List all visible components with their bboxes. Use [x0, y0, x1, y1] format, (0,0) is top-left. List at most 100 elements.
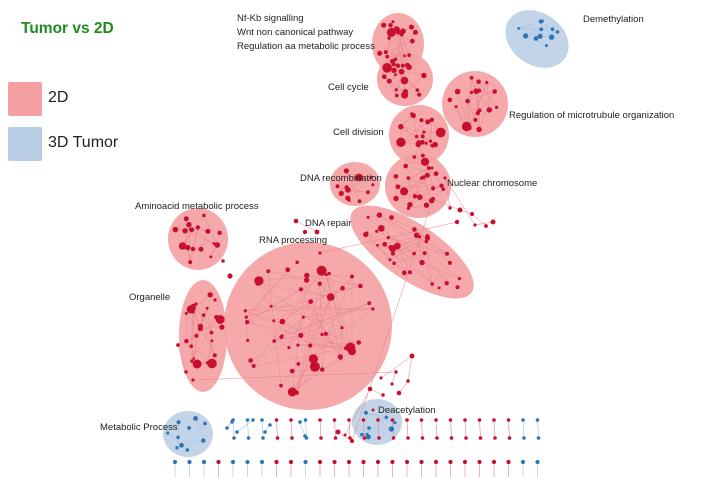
cluster-cell-division-node [421, 153, 425, 158]
label-nfkb-signalling: Nf-Kb signalling [237, 13, 304, 24]
pair-node [376, 418, 380, 422]
cluster-nuclear-chromosome-node [403, 163, 409, 169]
cluster-rna-processing-edge [326, 274, 331, 298]
pair-node [230, 459, 236, 465]
cluster-nfkb-regulation-node [407, 53, 412, 57]
pair-node [172, 459, 178, 465]
cluster-deacetylation-edge [365, 412, 387, 418]
cluster-dna-recombination-node [335, 184, 340, 189]
cluster-rna-processing-node [316, 265, 327, 276]
cluster-dna-recombination-node [357, 199, 362, 204]
pair-node [506, 459, 511, 465]
cluster-deacetylation-edge [366, 417, 387, 435]
cluster-dna-repair-node [444, 281, 449, 286]
cluster-metabolic-process-node [193, 416, 198, 421]
pair-node [449, 436, 454, 440]
pair-node [507, 436, 512, 440]
cluster-demethylation-edge [540, 21, 553, 30]
pair-node [235, 430, 239, 434]
cluster-rna-processing-node [248, 358, 253, 363]
cluster-nuclear-chromosome-node [412, 194, 418, 199]
cluster-organelle-node [184, 338, 189, 344]
cluster-rna-processing-edge [287, 269, 341, 357]
cluster-dna-repair-node [366, 215, 370, 219]
loose-edge [177, 344, 187, 373]
pair-node [303, 434, 307, 438]
cluster-aminoacid-node [198, 246, 204, 252]
pair-node [230, 420, 234, 424]
cluster-rna-processing-node [351, 348, 356, 353]
cluster-dna-recombination-node [345, 195, 351, 201]
cluster-rna-processing-edge [281, 296, 331, 336]
legend-label-2d: 2D [48, 89, 69, 106]
cluster-cell-cycle-node [386, 78, 392, 84]
cluster-organelle-edge [191, 317, 217, 362]
loose-edge [444, 177, 476, 226]
cluster-dna-recombination-node [369, 175, 373, 179]
cluster-organelle-node [210, 339, 214, 343]
loose-node [454, 219, 460, 225]
pair-node [289, 418, 293, 422]
cluster-dna-recombination-edge [341, 170, 347, 194]
cluster-nuclear-chromosome-node [407, 202, 413, 208]
cluster-microtubule-node [454, 88, 461, 95]
cluster-dna-repair-edge [379, 214, 460, 279]
cluster-microtubule-node [469, 75, 474, 80]
cluster-nfkb-regulation-node [403, 54, 406, 58]
cluster-dna-repair-edge [388, 237, 425, 254]
cluster-aminoacid-edge [203, 215, 218, 246]
pair-node [419, 459, 424, 465]
pair-node [390, 459, 395, 465]
cluster-dna-recombination-node [343, 168, 349, 174]
cluster-metabolic-process-edge [177, 422, 179, 438]
cluster-rna-processing-node [255, 280, 261, 286]
cluster-aminoacid-edge [191, 229, 215, 244]
cluster-cell-division-edge [400, 126, 419, 145]
cluster-rna-processing-edge [326, 274, 353, 277]
cluster-organelle-node [190, 359, 194, 363]
cluster-rna-processing-edge [296, 273, 330, 393]
loose-node [406, 379, 410, 383]
cluster-demethylation-edge [518, 28, 553, 30]
cluster-deacetylation-node [365, 432, 369, 436]
cluster-cell-cycle-node [396, 63, 401, 68]
label-aminoacid-metabolic: Aminoacid metabolic process [135, 201, 259, 212]
pair-edge [261, 419, 264, 439]
cluster-dna-recombination-node [355, 173, 363, 182]
cluster-dna-repair-edge [432, 262, 451, 285]
cluster-nuclear-chromosome-edge [423, 177, 432, 201]
cluster-dna-repair-node [392, 261, 396, 266]
cluster-demethylation-edge [535, 20, 543, 39]
cluster-cell-division-edge [400, 113, 412, 127]
cluster-aminoacid-edge [184, 230, 215, 244]
pair-node [464, 436, 468, 440]
loose-node [430, 196, 436, 202]
pair-node [263, 430, 267, 434]
cluster-dna-repair-edge [367, 217, 423, 263]
cluster-dna-repair-edge [394, 252, 425, 264]
pair-edge [493, 419, 496, 439]
cluster-cell-cycle-node [394, 88, 398, 92]
cluster-nuclear-chromosome-edge [408, 204, 427, 209]
cluster-rna-processing-edge [246, 269, 288, 318]
loose-edge [369, 388, 384, 396]
pair-node [377, 436, 381, 440]
pair-node [491, 459, 497, 465]
cluster-dna-repair-node [425, 234, 430, 239]
cluster-aminoacid-node [172, 226, 179, 233]
pair-node [406, 436, 410, 440]
cluster-nfkb-regulation-node [409, 24, 414, 30]
pair-node [346, 459, 352, 465]
cluster-dna-repair-node [419, 259, 425, 266]
cluster-dna-repair-node [382, 241, 388, 247]
cluster-cell-cycle-node [401, 78, 407, 83]
cluster-cell-division-node [422, 130, 426, 134]
cluster-microtubule-edge [455, 106, 465, 127]
cluster-dna-repair-node [422, 251, 427, 256]
label-regulation-aa: Regulation aa metabolic process [237, 41, 375, 52]
cluster-dna-repair-edge [365, 234, 391, 260]
cluster-rna-processing-node [279, 318, 286, 325]
cluster-rna-processing-edge [326, 274, 343, 328]
loose-edge [407, 355, 413, 382]
loose-node [484, 224, 488, 228]
